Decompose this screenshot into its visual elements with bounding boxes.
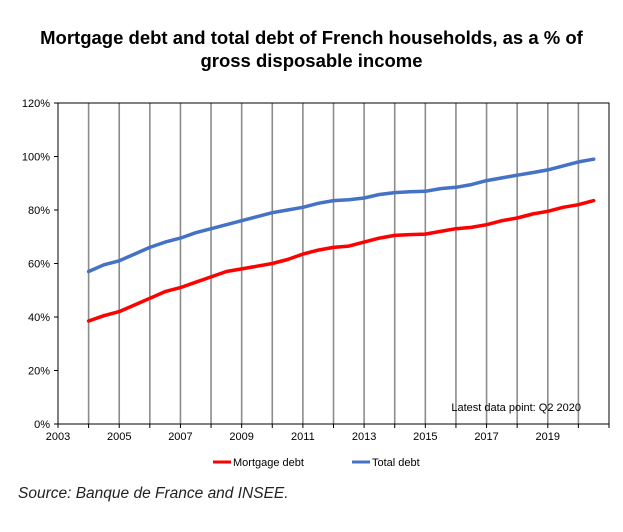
y-tick-label: 20%: [28, 366, 50, 378]
x-tick-label: 2017: [474, 431, 498, 443]
y-tick-label: 120%: [22, 98, 50, 110]
x-tick-label: 2005: [107, 431, 131, 443]
y-tick-label: 80%: [28, 205, 50, 217]
y-tick-label: 40%: [28, 312, 50, 324]
mortgage-debt-line: [86, 198, 596, 323]
x-axis: 2003 2005 2007 2009 2011 2013 2015 2017 2019: [46, 424, 610, 443]
latest-data-point-note: Latest data point: Q2 2020: [451, 402, 581, 414]
legend-label: Mortgage debt: [233, 457, 304, 469]
series-lines: [86, 157, 596, 323]
x-tick-label: 2015: [413, 431, 437, 443]
x-tick-label: 2019: [536, 431, 560, 443]
x-tick-label: 2009: [229, 431, 253, 443]
y-axis: 0% 20% 40% 60% 80% 100% 120%: [22, 98, 58, 431]
legend: Mortgage debt Total debt: [213, 457, 420, 469]
total-debt-line: [86, 157, 596, 274]
chart-title-line-1: Mortgage debt and total debt of French h…: [40, 27, 583, 48]
x-tick-label: 2007: [168, 431, 192, 443]
y-tick-label: 60%: [28, 259, 50, 271]
chart-title: Mortgage debt and total debt of French h…: [0, 26, 623, 72]
y-tick-label: 100%: [22, 152, 50, 164]
legend-label: Total debt: [372, 457, 420, 469]
source-note: Source: Banque de France and INSEE.: [18, 485, 289, 502]
y-tick-label: 0%: [34, 419, 50, 431]
chart-title-line-2: gross disposable income: [200, 50, 423, 71]
x-tick-label: 2003: [46, 431, 70, 443]
x-tick-label: 2013: [352, 431, 376, 443]
vertical-gridlines: [87, 103, 580, 424]
x-tick-label: 2011: [291, 431, 315, 443]
